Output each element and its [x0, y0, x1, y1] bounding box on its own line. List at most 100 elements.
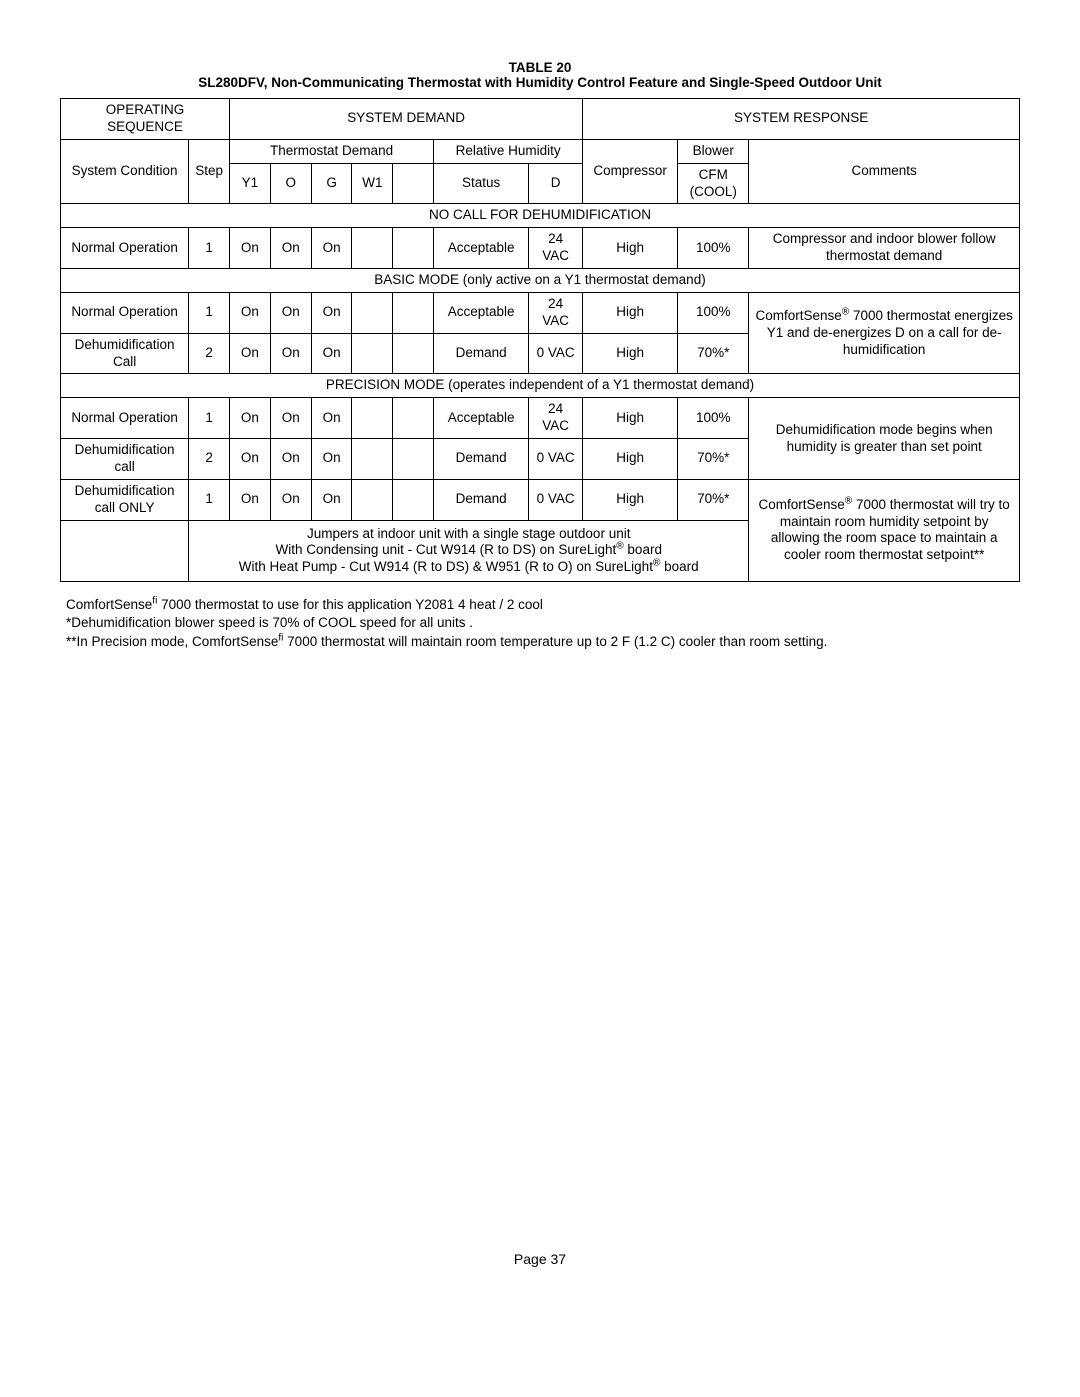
cell-comp: High [583, 333, 678, 374]
hdr-blower-top: Blower [678, 139, 749, 163]
header-row-2: System Condition Step Thermostat Demand … [61, 139, 1020, 163]
section-no-call-label: NO CALL FOR DEHUMIDIFICATION [61, 204, 1020, 228]
cell-w1 [352, 333, 393, 374]
cell-comp: High [583, 479, 678, 520]
cell-g: On [311, 439, 352, 480]
hdr-compressor: Compressor [583, 139, 678, 204]
cell-step: 2 [189, 439, 230, 480]
cell-cond: Normal Operation [61, 292, 189, 333]
cell-status: Demand [434, 439, 529, 480]
cell-d: 24 VAC [529, 228, 583, 269]
footnotes: ComfortSensefi 7000 thermostat to use fo… [66, 596, 1014, 651]
cell-w1 [352, 292, 393, 333]
cell-comment: Compressor and indoor blower follow ther… [749, 228, 1020, 269]
cell-d: 0 VAC [529, 439, 583, 480]
cell-d: 0 VAC [529, 479, 583, 520]
footnote-3: **In Precision mode, ComfortSensefi 7000… [66, 633, 1014, 651]
cell-blank [393, 439, 434, 480]
cell-o: On [270, 439, 311, 480]
footnote-1: ComfortSensefi 7000 thermostat to use fo… [66, 596, 1014, 614]
table-title-block: TABLE 20 SL280DFV, Non-Communicating The… [60, 60, 1020, 90]
cell-step: 1 [189, 479, 230, 520]
cell-o: On [270, 398, 311, 439]
cell-o: On [270, 292, 311, 333]
cell-cfm: 100% [678, 292, 749, 333]
cell-empty [61, 520, 189, 582]
hdr-d: D [529, 163, 583, 204]
cell-status: Acceptable [434, 398, 529, 439]
hdr-step: Step [189, 139, 230, 204]
cell-d: 24 VAC [529, 292, 583, 333]
header-row-1: OPERATING SEQUENCE SYSTEM DEMAND SYSTEM … [61, 99, 1020, 140]
cell-comment-prec3: ComfortSense® 7000 thermostat will try t… [749, 479, 1020, 581]
page-number: Page 37 [60, 1251, 1020, 1267]
cell-w1 [352, 439, 393, 480]
cell-status: Acceptable [434, 228, 529, 269]
cell-cfm: 100% [678, 228, 749, 269]
cell-step: 1 [189, 398, 230, 439]
cell-g: On [311, 479, 352, 520]
hdr-g: G [311, 163, 352, 204]
cell-g: On [311, 398, 352, 439]
table-caption: SL280DFV, Non-Communicating Thermostat w… [60, 75, 1020, 90]
hdr-sys-demand: SYSTEM DEMAND [230, 99, 583, 140]
cell-status: Demand [434, 333, 529, 374]
hdr-status: Status [434, 163, 529, 204]
cell-comp: High [583, 398, 678, 439]
cell-o: On [270, 333, 311, 374]
cell-step: 1 [189, 228, 230, 269]
cell-o: On [270, 228, 311, 269]
row-prec-3: Dehumidification call ONLY 1 On On On De… [61, 479, 1020, 520]
cell-cond: Normal Operation [61, 228, 189, 269]
cell-w1 [352, 479, 393, 520]
section-no-call: NO CALL FOR DEHUMIDIFICATION [61, 204, 1020, 228]
hdr-blower-bot: CFM (COOL) [678, 163, 749, 204]
cell-g: On [311, 292, 352, 333]
cell-status: Acceptable [434, 292, 529, 333]
hdr-sys-response: SYSTEM RESPONSE [583, 99, 1020, 140]
row-basic-1: Normal Operation 1 On On On Acceptable 2… [61, 292, 1020, 333]
hdr-comments: Comments [749, 139, 1020, 204]
cell-cfm: 70%* [678, 479, 749, 520]
cell-cond: Normal Operation [61, 398, 189, 439]
cell-blank [393, 292, 434, 333]
hdr-rel-hum: Relative Humidity [434, 139, 583, 163]
cell-cfm: 100% [678, 398, 749, 439]
cell-cfm: 70%* [678, 333, 749, 374]
cell-y1: On [230, 398, 271, 439]
cell-blank [393, 228, 434, 269]
cell-d: 0 VAC [529, 333, 583, 374]
cell-blank [393, 333, 434, 374]
hdr-blank [393, 163, 434, 204]
cell-g: On [311, 228, 352, 269]
cell-comp: High [583, 228, 678, 269]
table-number: TABLE 20 [60, 60, 1020, 75]
cell-w1 [352, 398, 393, 439]
hdr-o: O [270, 163, 311, 204]
row-prec-1: Normal Operation 1 On On On Acceptable 2… [61, 398, 1020, 439]
hdr-sys-cond: System Condition [61, 139, 189, 204]
cell-comp: High [583, 439, 678, 480]
cell-w1 [352, 228, 393, 269]
cell-o: On [270, 479, 311, 520]
cell-cond: Dehumidification call [61, 439, 189, 480]
cell-y1: On [230, 333, 271, 374]
hdr-tstat-demand: Thermostat Demand [230, 139, 434, 163]
cell-comp: High [583, 292, 678, 333]
hdr-op-seq: OPERATING SEQUENCE [61, 99, 230, 140]
section-basic-label: BASIC MODE (only active on a Y1 thermost… [61, 269, 1020, 293]
hdr-y1: Y1 [230, 163, 271, 204]
cell-y1: On [230, 479, 271, 520]
cell-blank [393, 479, 434, 520]
cell-cond: Dehumidification Call [61, 333, 189, 374]
cell-comment-prec12: Dehumidification mode begins when humidi… [749, 398, 1020, 480]
cell-jumper-note: Jumpers at indoor unit with a single sta… [189, 520, 749, 582]
cell-step: 2 [189, 333, 230, 374]
section-precision-label: PRECISION MODE (operates independent of … [61, 374, 1020, 398]
hdr-w1: W1 [352, 163, 393, 204]
section-basic: BASIC MODE (only active on a Y1 thermost… [61, 269, 1020, 293]
cell-cond: Dehumidification call ONLY [61, 479, 189, 520]
row-nocall-1: Normal Operation 1 On On On Acceptable 2… [61, 228, 1020, 269]
cell-y1: On [230, 439, 271, 480]
cell-comment-basic: ComfortSense® 7000 thermostat energizes … [749, 292, 1020, 374]
